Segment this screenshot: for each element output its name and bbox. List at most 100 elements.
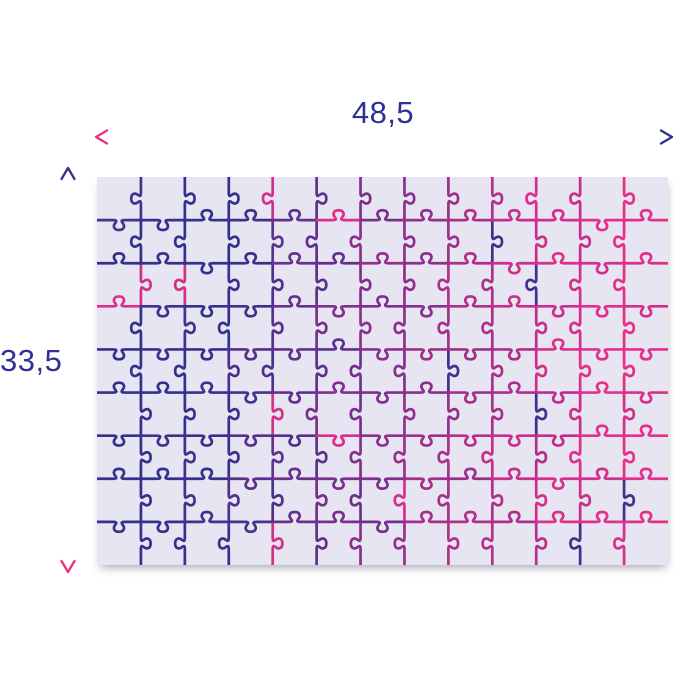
puzzle-piece-edge [622,348,668,361]
puzzle-piece-edge [227,477,275,491]
puzzle-piece-edge [227,251,275,265]
puzzle-piece-edge [183,477,196,524]
puzzle-piece-edge [271,304,284,351]
puzzle-piece-edge [393,477,406,524]
puzzle-piece-edge [97,348,143,361]
puzzle-piece-edge [139,520,187,534]
puzzle-piece-edge [534,391,582,404]
puzzle-piece-edge [271,434,318,447]
puzzle-piece-edge [271,520,284,565]
puzzle-piece-edge [481,434,494,481]
puzzle-piece-edge [622,510,668,524]
puzzle-piece-edge [271,295,318,308]
puzzle-piece-edge [613,520,626,565]
puzzle-piece-edge [403,434,450,447]
puzzle-piece-edge [569,261,582,308]
puzzle-piece-edge [271,434,284,481]
puzzle-piece-edge [183,434,196,481]
puzzle-piece-edge [271,391,318,404]
puzzle-piece-edge [183,208,231,222]
puzzle-piece-edge [622,434,636,481]
height-dimension-arrow [60,166,76,574]
puzzle-board [97,177,668,565]
puzzle-piece-edge [217,520,231,565]
puzzle-piece-edge [183,381,231,394]
puzzle-piece-edge [534,304,582,318]
puzzle-piece-edge [227,391,275,404]
puzzle-piece-edge [437,304,450,351]
puzzle-piece-edge [227,208,275,222]
height-dimension-label: 33,5 [0,343,63,378]
puzzle-piece-edge [97,218,143,232]
puzzle-piece-edge [622,177,636,222]
puzzle-piece-edge [227,304,275,318]
puzzle-piece-edge [315,177,328,222]
puzzle-piece-edge [569,434,582,481]
puzzle-piece-edge [359,208,406,222]
puzzle-piece-edge [97,520,143,534]
puzzle-piece-edge [227,177,240,222]
puzzle-piece-edge [227,348,275,361]
puzzle-piece-edge [359,348,406,361]
puzzle-piece-edge [534,434,548,481]
puzzle-piece-edge [183,304,196,351]
puzzle-piece-edge [183,261,231,275]
puzzle-piece-edge [490,434,538,447]
puzzle-piece-edge [271,261,284,308]
puzzle-piece-edge [393,520,406,565]
puzzle-piece-edge [97,467,143,481]
puzzle-piece-edge [359,477,406,491]
puzzle-piece-edge [139,520,152,565]
puzzle-piece-edge [534,338,582,351]
puzzle-piece-edge [227,434,275,447]
puzzle-piece-edge [578,348,626,361]
puzzle-piece-edge [569,177,582,222]
puzzle-piece-edge [227,477,240,524]
puzzle-piece-edge [622,467,668,481]
puzzle-piece-edge [139,391,152,438]
puzzle-piece-edge [403,381,450,394]
puzzle-piece-edge [578,510,626,524]
puzzle-piece-edge [534,251,582,265]
puzzle-piece-edge [139,434,152,481]
puzzle-piece-edge [403,208,450,222]
puzzle-piece-edge [139,477,152,524]
puzzle-piece-edge [447,218,460,265]
puzzle-piece-edge [481,520,494,565]
puzzle-piece-edge [403,510,450,524]
puzzle-piece-edge [315,434,328,481]
puzzle-piece-edge [349,218,362,265]
puzzle-piece-edge [534,304,548,351]
puzzle-piece-edge [403,261,416,308]
puzzle-piece-edge [359,520,406,534]
puzzle-piece-edge [227,218,240,265]
puzzle-piece-edge [227,261,240,308]
puzzle-piece-edge [315,520,328,565]
puzzle-piece-edge [139,251,187,265]
puzzle-piece-edge [437,434,450,481]
puzzle-piece-edge [622,391,636,438]
puzzle-piece-edge [183,510,231,524]
puzzle-piece-edge [315,261,328,308]
puzzle-piece-edge [97,251,143,265]
puzzle-piece-edge [261,348,275,394]
puzzle-piece-edge [349,348,362,394]
puzzle-piece-edge [525,177,538,222]
puzzle-piece-edge [613,261,626,308]
puzzle-piece-edge [271,251,318,265]
puzzle-piece-edge [227,348,240,394]
puzzle-piece-edge [315,434,362,447]
puzzle-piece-edge [129,348,143,394]
puzzle-piece-edge [315,381,362,394]
arrowhead-top-icon [60,166,76,181]
puzzle-piece-edge [315,477,362,491]
puzzle-piece-edge [393,434,406,481]
puzzle-piece-edge [437,477,450,524]
puzzle-piece-edge [403,348,450,361]
puzzle-piece-edge [403,218,416,265]
puzzle-piece-edge [261,177,275,222]
puzzle-piece-edge [613,218,626,265]
puzzle-piece-edge [622,304,668,318]
puzzle-piece-edge [622,391,668,404]
